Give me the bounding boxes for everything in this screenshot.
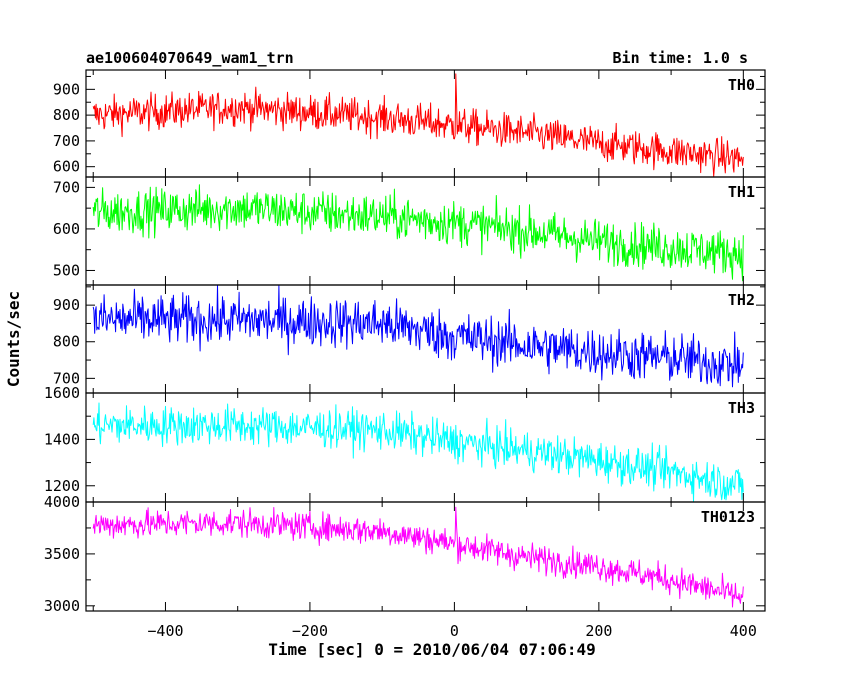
y-tick-label: 600 [53,158,80,176]
series-label-th1: TH1 [728,183,755,201]
x-axis: −400 −200 0 200 400 [147,622,756,640]
panels-group: 600 700 800 900 TH0 500 600 700 TH1 700 800 900 TH2 1… [44,69,766,615]
series-label-th0123: TH0123 [701,508,755,526]
x-tick-label: 400 [730,622,757,640]
x-tick-label: −400 [147,622,183,640]
y-tick-label: 800 [53,106,80,124]
panel-frame [85,501,766,612]
y-tick-label: 1200 [44,477,80,495]
y-tick-label: 700 [53,132,80,150]
x-tick-label: 200 [585,622,612,640]
panel-th3: 1200 1400 1600 TH3 [44,384,766,503]
y-axis-label: Counts/sec [4,291,23,387]
y-tick-label: 4000 [44,493,80,511]
x-tick-label: 0 [450,622,459,640]
chart-title: ae100604070649_wam1_trn [86,49,294,67]
y-tick-label: 500 [53,261,80,279]
series-line-th0 [92,73,744,177]
panel-th0: 600 700 800 900 TH0 [53,69,766,178]
bin-time-label: Bin time: 1.0 s [613,49,748,67]
y-tick-label: 3500 [44,545,80,563]
series-line-th0123 [92,506,744,608]
panel-th1: 500 600 700 TH1 [53,176,766,286]
panel-th2: 700 800 900 TH2 [53,284,766,394]
x-tick-label: −200 [292,622,328,640]
panel-frame [85,392,766,503]
y-tick-label: 900 [53,296,80,314]
panel-frame [85,284,766,394]
x-axis-label: Time [sec] 0 = 2010/06/04 07:06:49 [268,640,596,659]
series-line-th2 [92,284,744,388]
series-line-th3 [92,402,744,503]
series-label-th0: TH0 [728,76,755,94]
series-label-th3: TH3 [728,399,755,417]
y-tick-label: 700 [53,178,80,196]
series-line-th1 [92,184,744,282]
y-tick-label: 900 [53,80,80,98]
y-tick-label: 700 [53,369,80,387]
series-label-th2: TH2 [728,291,755,309]
y-tick-label: 1400 [44,430,80,448]
y-tick-label: 600 [53,220,80,238]
panel-th0123: 3000 3500 4000 TH0123 [44,493,766,615]
y-tick-label: 3000 [44,597,80,615]
y-tick-label: 1600 [44,384,80,402]
y-tick-label: 800 [53,333,80,351]
